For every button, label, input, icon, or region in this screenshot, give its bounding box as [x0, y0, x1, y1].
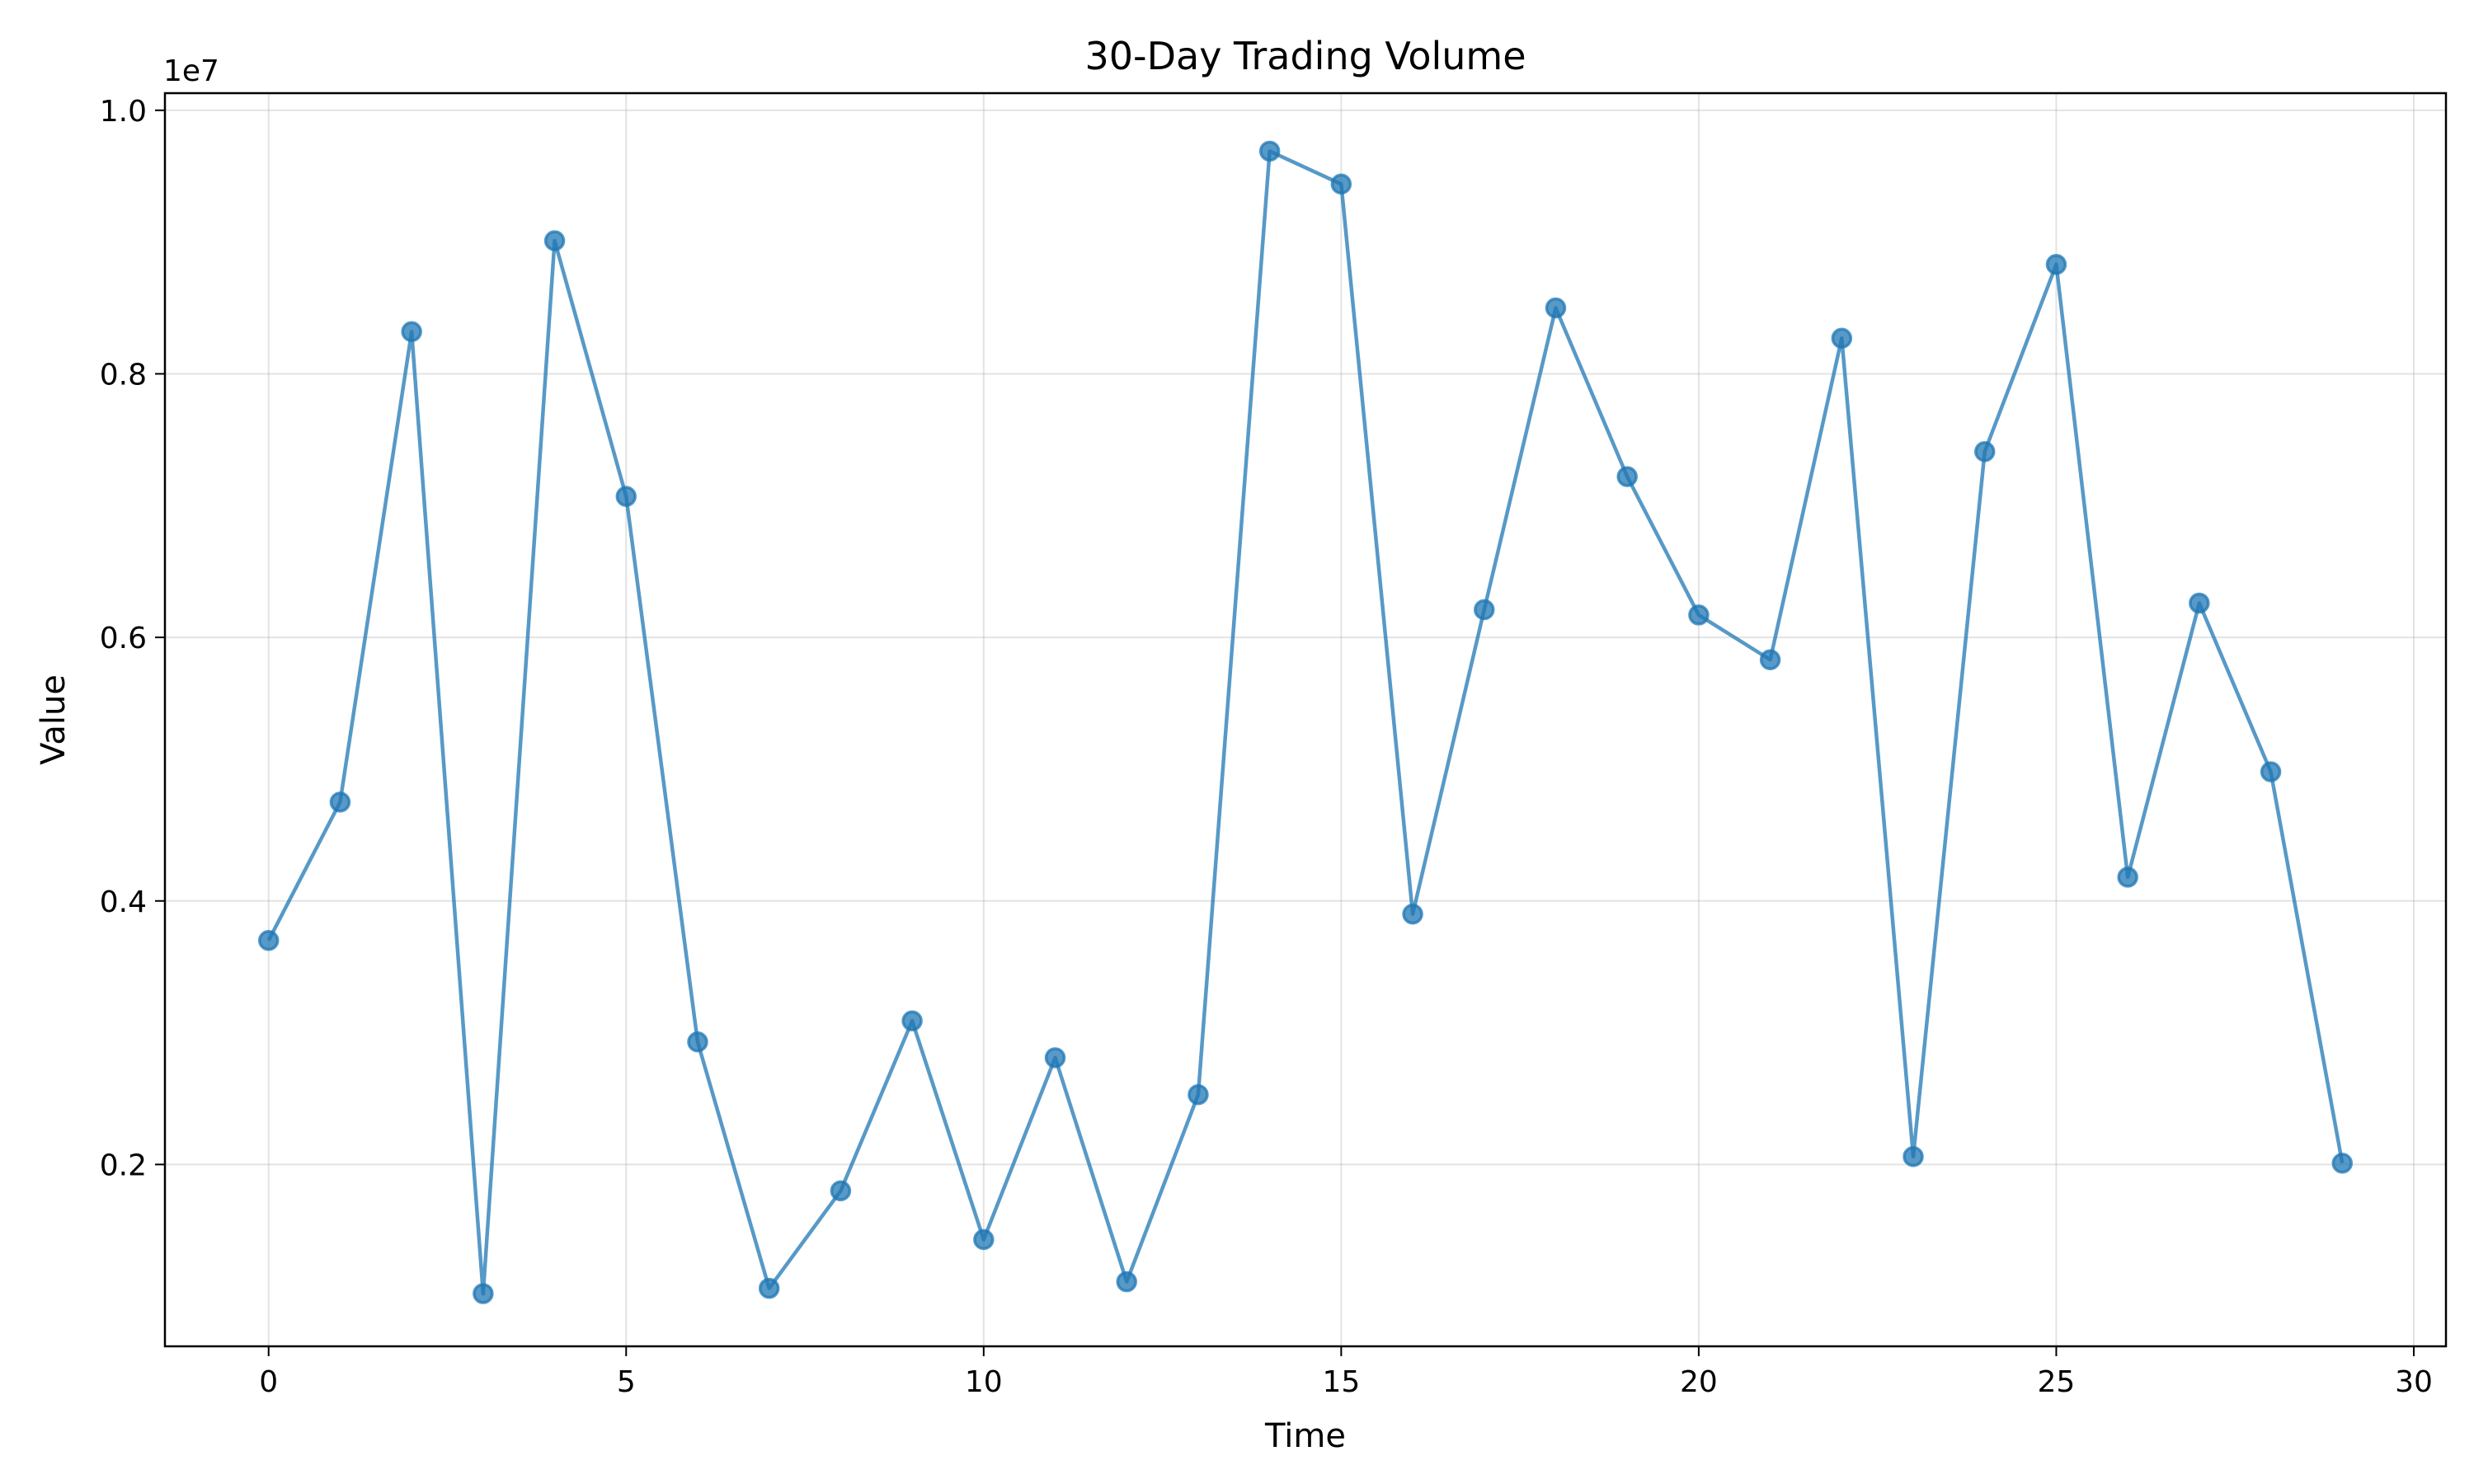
- data-point: [543, 230, 566, 251]
- data-point: [1044, 1047, 1066, 1068]
- x-tick-label: 30: [2395, 1365, 2433, 1399]
- data-point: [1545, 297, 1567, 319]
- data-point: [1330, 173, 1352, 195]
- data-point: [2260, 761, 2282, 782]
- data-point: [758, 1277, 780, 1299]
- data-point: [329, 791, 351, 813]
- data-point: [1688, 604, 1710, 626]
- data-point: [1903, 1146, 1924, 1167]
- data-point: [473, 1283, 494, 1304]
- y-axis-offset-text: 1e7: [163, 54, 219, 88]
- data-point: [830, 1180, 852, 1202]
- x-tick-label: 5: [617, 1365, 636, 1399]
- data-point: [2331, 1153, 2354, 1174]
- series-layer: [257, 140, 2354, 1304]
- y-axis-label: Value: [35, 674, 73, 765]
- data-point: [1402, 904, 1423, 925]
- axes: 0 5 10 15 20 25 30 0.2 0.4 0.6 0.8 1.0: [100, 95, 2433, 1399]
- data-point: [1116, 1270, 1137, 1293]
- data-point: [901, 1010, 923, 1031]
- series-line: [266, 149, 2345, 1296]
- x-tick-label: 10: [965, 1365, 1003, 1399]
- x-tick-label: 20: [1680, 1365, 1718, 1399]
- y-tick-label: 0.6: [100, 622, 147, 655]
- y-tick-label: 0.2: [100, 1148, 147, 1182]
- data-point: [401, 321, 422, 343]
- data-point: [2189, 592, 2210, 614]
- data-point: [1831, 327, 1853, 350]
- data-point: [1973, 440, 1996, 463]
- data-point: [1616, 466, 1638, 487]
- data-point: [687, 1031, 708, 1053]
- data-point: [615, 486, 637, 507]
- x-tick-label: 15: [1322, 1365, 1360, 1399]
- data-point: [1258, 140, 1281, 162]
- data-point: [973, 1228, 995, 1251]
- data-point: [257, 929, 280, 951]
- y-tick-label: 1.0: [100, 95, 147, 129]
- grid-lines: [165, 93, 2446, 1346]
- data-point: [1188, 1083, 1209, 1106]
- y-tick-label: 0.4: [100, 885, 147, 919]
- chart-title: 30-Day Trading Volume: [1084, 34, 1526, 78]
- x-tick-label: 25: [2038, 1365, 2076, 1399]
- data-point: [1474, 599, 1495, 621]
- x-tick-label: 0: [259, 1365, 278, 1399]
- y-tick-label: 0.8: [100, 358, 147, 392]
- data-point: [2045, 254, 2067, 275]
- data-point: [2117, 866, 2138, 888]
- data-point: [1759, 649, 1781, 671]
- x-axis-label: Time: [1264, 1417, 1346, 1455]
- plot-frame: [163, 92, 2448, 1348]
